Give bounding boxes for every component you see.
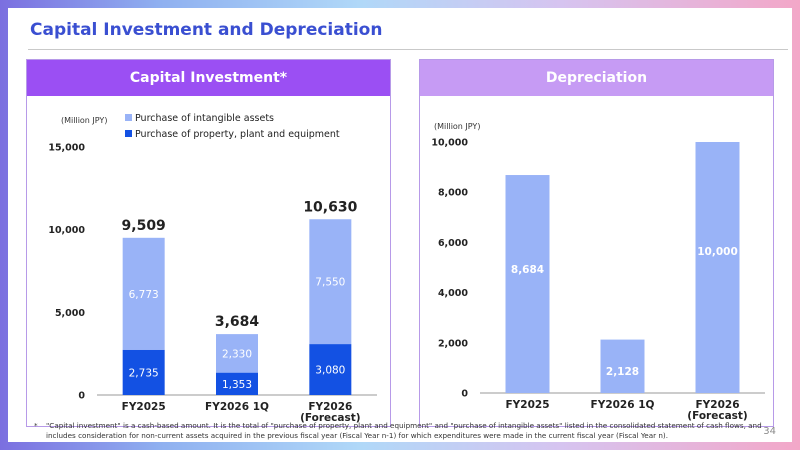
bar-depreciation [505, 175, 550, 393]
bar-intangible [122, 237, 165, 350]
y-tick-label: 2,000 [438, 338, 468, 349]
capital-investment-unit: (Million JPY) [61, 116, 108, 125]
bar-ppe [122, 349, 165, 395]
y-tick-label: 5,000 [55, 308, 85, 319]
x-tick-label: FY2026 (Forecast) [300, 401, 360, 424]
depreciation-header: Depreciation [420, 60, 773, 96]
y-tick-label: 6,000 [438, 238, 468, 249]
bar-label-depreciation: 2,128 [606, 366, 639, 378]
footnote-mark: * [34, 421, 38, 430]
bar-label-intangible: 7,550 [315, 277, 345, 289]
bar-label-ppe: 2,735 [129, 367, 159, 379]
y-tick-label: 10,000 [431, 138, 468, 149]
depreciation-chart: 0 2,000 4,000 6,000 8,000 10,000 8,684 FY2025 2,… [431, 138, 765, 422]
y-tick-label: 4,000 [438, 288, 468, 299]
bar-label-depreciation: 10,000 [697, 246, 738, 258]
x-tick-label: FY2026 1Q [591, 399, 655, 411]
bar-depreciation [600, 339, 645, 393]
bar-ppe [309, 344, 352, 395]
bar-label-ppe: 3,080 [315, 365, 345, 377]
bar-total-label: 10,630 [303, 199, 357, 215]
x-tick-label: FY2025 [122, 401, 166, 413]
x-tick-label: FY2026 (Forecast) [687, 399, 747, 422]
bar-depreciation [695, 142, 740, 393]
bar-label-intangible: 6,773 [129, 289, 159, 301]
legend-item-ppe: Purchase of property, plant and equipmen… [125, 129, 340, 145]
bar-intangible [216, 334, 258, 373]
slide: Capital Investment and Depreciation Capi… [8, 8, 792, 442]
y-tick-label: 15,000 [48, 143, 85, 154]
capital-investment-header: Capital Investment* [27, 60, 390, 96]
bar-intangible [309, 219, 352, 345]
depreciation-unit: (Million JPY) [434, 122, 481, 131]
bar-label-intangible: 2,330 [222, 348, 252, 360]
footnote: * "Capital investment" is a cash-based a… [34, 421, 766, 441]
capital-investment-chart: 0 5,000 10,000 15,000 2,735 6,773 9,509 FY2025 1… [48, 143, 377, 424]
legend-swatch-intangible [125, 114, 132, 121]
legend-label-intangible: Purchase of intangible assets [135, 113, 275, 124]
x-tick-label: FY2025 [506, 399, 550, 411]
footnote-text: "Capital investment" is a cash-based amo… [46, 421, 762, 440]
bar-total-label: 3,684 [215, 314, 260, 330]
x-tick-label: FY2026 1Q [205, 401, 269, 413]
bar-label-depreciation: 8,684 [511, 264, 544, 276]
y-tick-label: 0 [461, 389, 468, 400]
capital-investment-legend: Purchase of intangible assets Purchase o… [125, 113, 340, 145]
bar-total-label: 9,509 [122, 218, 166, 234]
depreciation-panel: Depreciation (Million JPY) 0 2,000 4,000 6,… [419, 59, 774, 427]
legend-item-intangible: Purchase of intangible assets [125, 113, 340, 129]
capital-investment-panel: Capital Investment* (Million JPY) Purcha… [26, 59, 391, 427]
bar-label-ppe: 1,353 [222, 379, 252, 391]
page-number: 34 [763, 426, 776, 437]
title-divider [28, 49, 788, 50]
y-tick-label: 8,000 [438, 188, 468, 199]
legend-swatch-ppe [125, 130, 132, 137]
page-title: Capital Investment and Depreciation [30, 20, 383, 40]
legend-label-ppe: Purchase of property, plant and equipmen… [135, 129, 340, 140]
y-tick-label: 0 [78, 391, 85, 402]
y-tick-label: 10,000 [48, 225, 85, 236]
bar-ppe [216, 372, 258, 395]
